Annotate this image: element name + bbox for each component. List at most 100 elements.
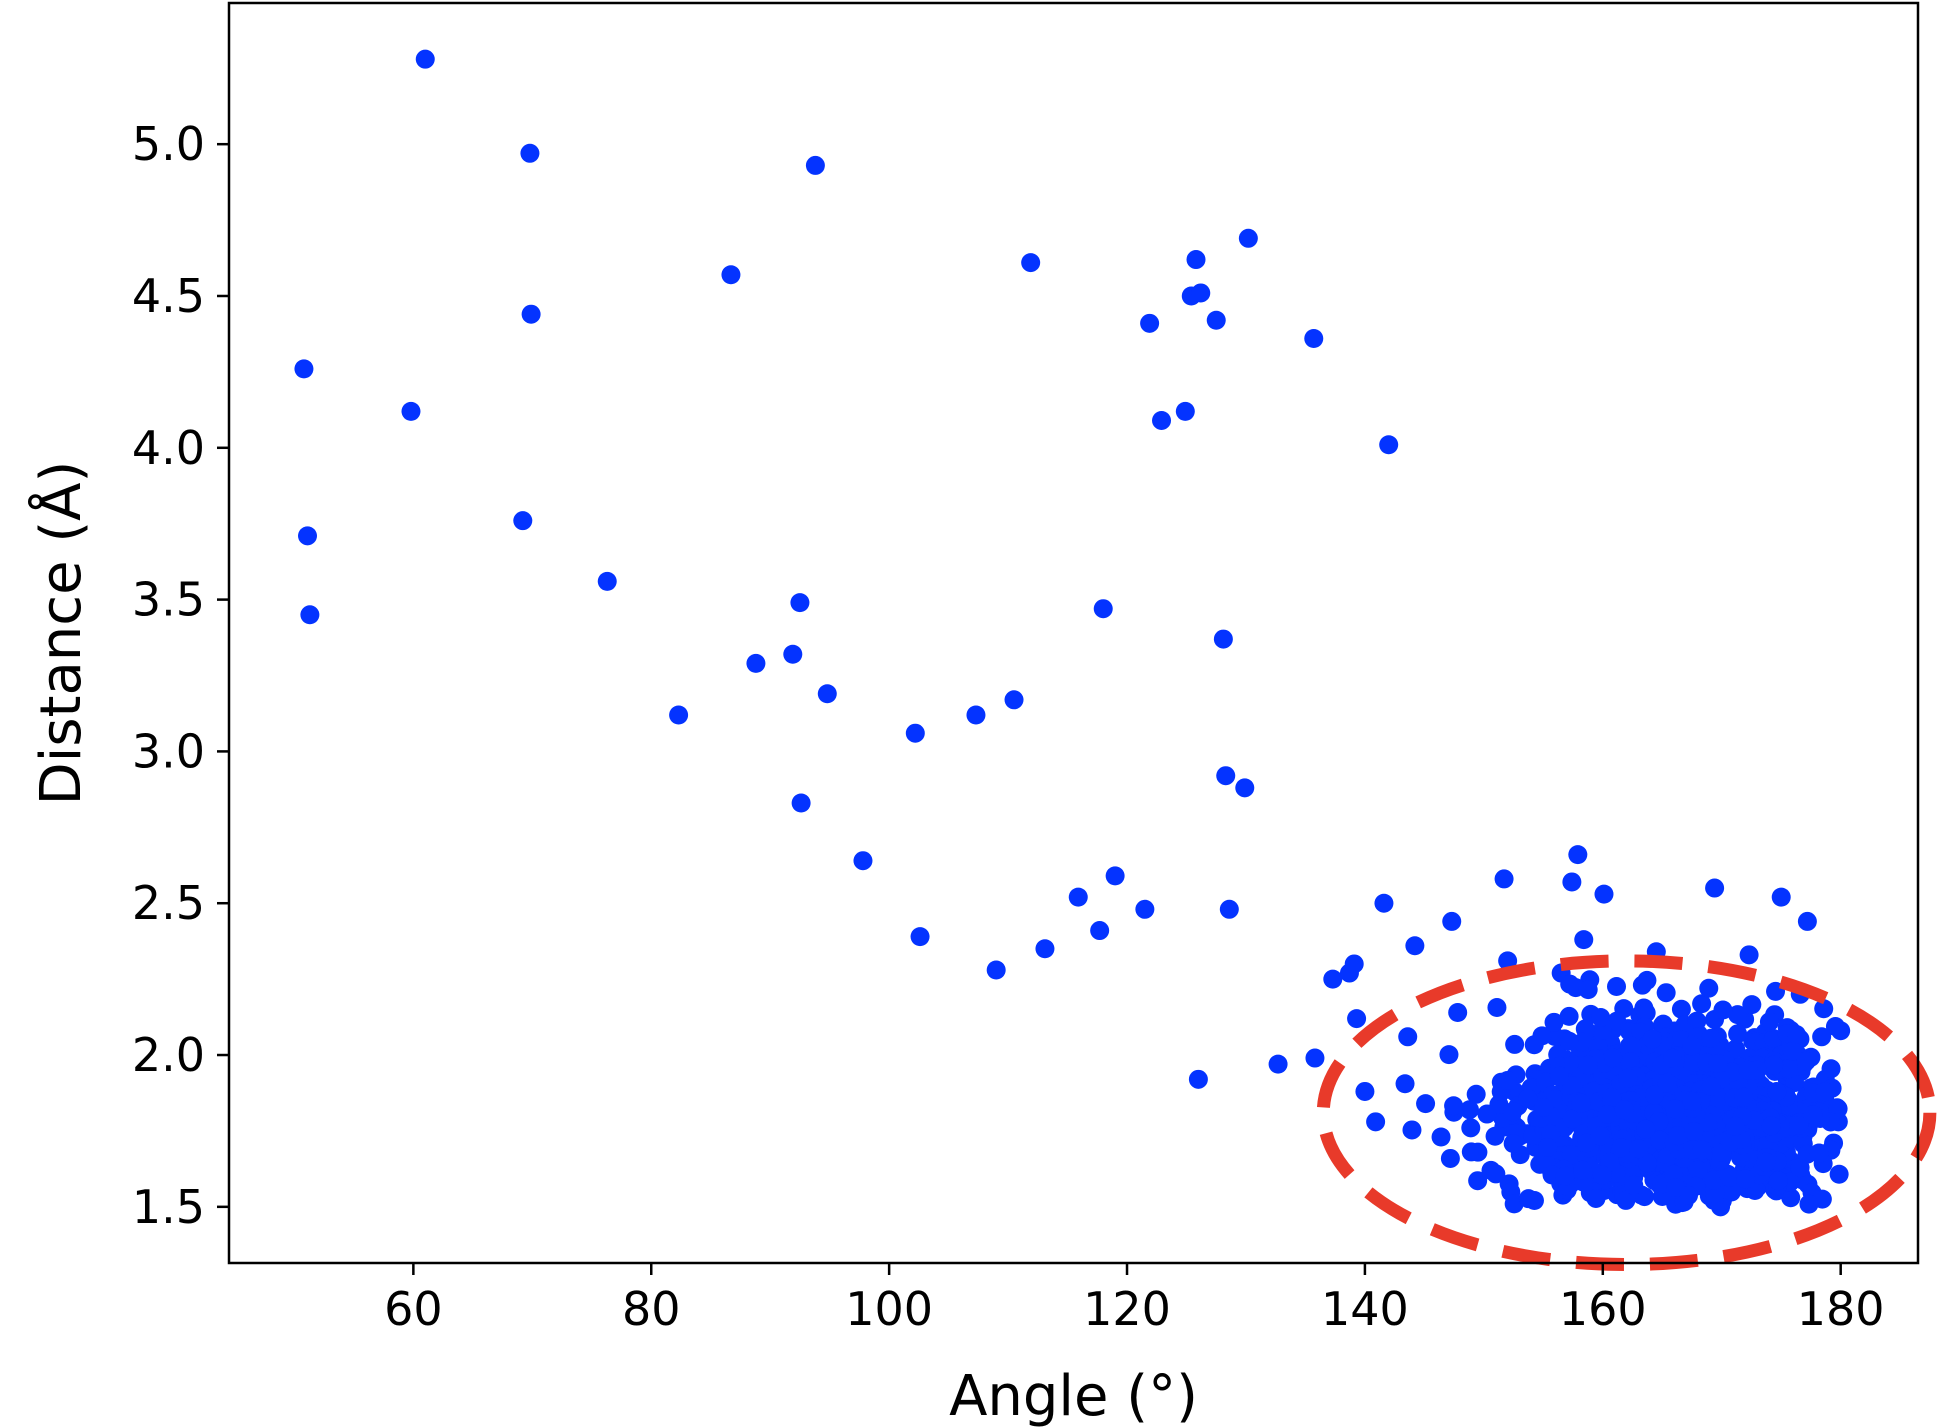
- data-point: [853, 851, 873, 871]
- cluster-point: [1629, 1139, 1649, 1159]
- data-point: [1004, 690, 1024, 710]
- data-point: [1431, 1127, 1451, 1147]
- data-point: [1090, 921, 1110, 941]
- cluster-point: [1656, 983, 1676, 1003]
- cluster-point: [1637, 1153, 1657, 1173]
- data-point: [1093, 599, 1113, 619]
- cluster-point: [1725, 1116, 1745, 1136]
- cluster-point: [1614, 1100, 1634, 1120]
- data-point: [1191, 283, 1211, 303]
- data-point: [1574, 930, 1594, 950]
- data-point: [1379, 435, 1399, 455]
- cluster-point: [1461, 1142, 1481, 1162]
- data-point: [513, 511, 533, 531]
- data-point: [1442, 911, 1462, 931]
- cluster-point: [1592, 1165, 1612, 1185]
- data-point: [1347, 1009, 1367, 1029]
- cluster-point: [1803, 1105, 1823, 1125]
- cluster-point: [1719, 1167, 1739, 1187]
- data-point: [1140, 313, 1160, 333]
- x-tick-label: 180: [1797, 1282, 1885, 1336]
- data-point: [783, 644, 803, 664]
- data-point: [597, 571, 617, 591]
- cluster-point: [1650, 1130, 1670, 1150]
- cluster-point: [1692, 994, 1712, 1014]
- cluster-point: [1586, 1188, 1606, 1208]
- data-point: [1206, 310, 1226, 330]
- cluster-point: [1578, 980, 1598, 1000]
- cluster-point: [1682, 1036, 1702, 1056]
- data-point: [1323, 969, 1343, 989]
- cluster-point: [1555, 1166, 1575, 1186]
- cluster-point: [1611, 1138, 1631, 1158]
- y-tick-label: 5.0: [132, 117, 205, 171]
- cluster-point: [1825, 1017, 1845, 1037]
- data-point: [1186, 250, 1206, 270]
- y-axis-label: Distance (Å): [28, 461, 94, 806]
- cluster-point: [1602, 1088, 1622, 1108]
- cluster-point: [1468, 1171, 1488, 1191]
- cluster-point: [1632, 975, 1652, 995]
- cluster-point: [1814, 999, 1834, 1019]
- y-tick-label: 2.5: [132, 876, 205, 930]
- cluster-point: [1503, 1102, 1523, 1122]
- y-tick-label: 2.0: [132, 1028, 205, 1082]
- plot-area-frame: [227, 1, 1920, 1265]
- data-point: [805, 155, 825, 175]
- cluster-point: [1477, 1104, 1497, 1124]
- cluster-point: [1573, 1160, 1593, 1180]
- cluster-point: [1578, 1055, 1598, 1075]
- cluster-point: [1815, 1082, 1835, 1102]
- data-point: [1238, 228, 1258, 248]
- data-point: [298, 526, 318, 546]
- y-tick-label: 4.0: [132, 421, 205, 475]
- cluster-point: [1636, 1003, 1656, 1023]
- cluster-point: [1518, 1189, 1538, 1209]
- y-tick-label: 4.5: [132, 269, 205, 323]
- data-point: [1188, 1069, 1208, 1089]
- cluster-point: [1440, 1148, 1460, 1168]
- cluster-point: [1799, 1194, 1819, 1214]
- data-point: [1068, 887, 1088, 907]
- cluster-point: [1571, 1093, 1591, 1113]
- cluster-point: [1701, 1076, 1721, 1096]
- data-point: [986, 960, 1006, 980]
- cluster-point: [1590, 1126, 1610, 1146]
- cluster-point: [1728, 1024, 1748, 1044]
- data-point: [1035, 939, 1055, 959]
- cluster-point: [1444, 1096, 1464, 1116]
- cluster-point: [1742, 995, 1762, 1015]
- cluster-point: [1395, 1074, 1415, 1094]
- cluster-point: [1829, 1164, 1849, 1184]
- data-point: [1739, 945, 1759, 965]
- cluster-point: [1538, 1138, 1558, 1158]
- cluster-point: [1768, 1171, 1788, 1191]
- cluster-point: [1618, 1068, 1638, 1088]
- cluster-point: [1534, 1097, 1554, 1117]
- cluster-point: [1687, 1011, 1707, 1031]
- x-tick-label: 80: [622, 1282, 681, 1336]
- data-point: [1797, 911, 1817, 931]
- data-point: [905, 723, 925, 743]
- cluster-point: [1645, 1085, 1665, 1105]
- data-point: [520, 143, 540, 163]
- data-point: [746, 653, 766, 673]
- cluster-point: [1620, 1052, 1640, 1072]
- cluster-point: [1713, 1000, 1733, 1020]
- data-point: [669, 705, 689, 725]
- cluster-point: [1734, 1087, 1754, 1107]
- cluster-point: [1402, 1120, 1422, 1140]
- data-point: [1448, 1003, 1468, 1023]
- y-tick-label: 1.5: [132, 1180, 205, 1234]
- data-point: [1562, 872, 1582, 892]
- cluster-point: [1701, 1028, 1721, 1048]
- cluster-point: [1597, 1104, 1617, 1124]
- cluster-point: [1796, 1051, 1816, 1071]
- data-points: [294, 49, 1851, 1217]
- cluster-point: [1786, 1025, 1806, 1045]
- x-tick-label: 160: [1559, 1282, 1647, 1336]
- cluster-point: [1487, 998, 1507, 1018]
- data-point: [966, 705, 986, 725]
- cluster-point: [1682, 1091, 1702, 1111]
